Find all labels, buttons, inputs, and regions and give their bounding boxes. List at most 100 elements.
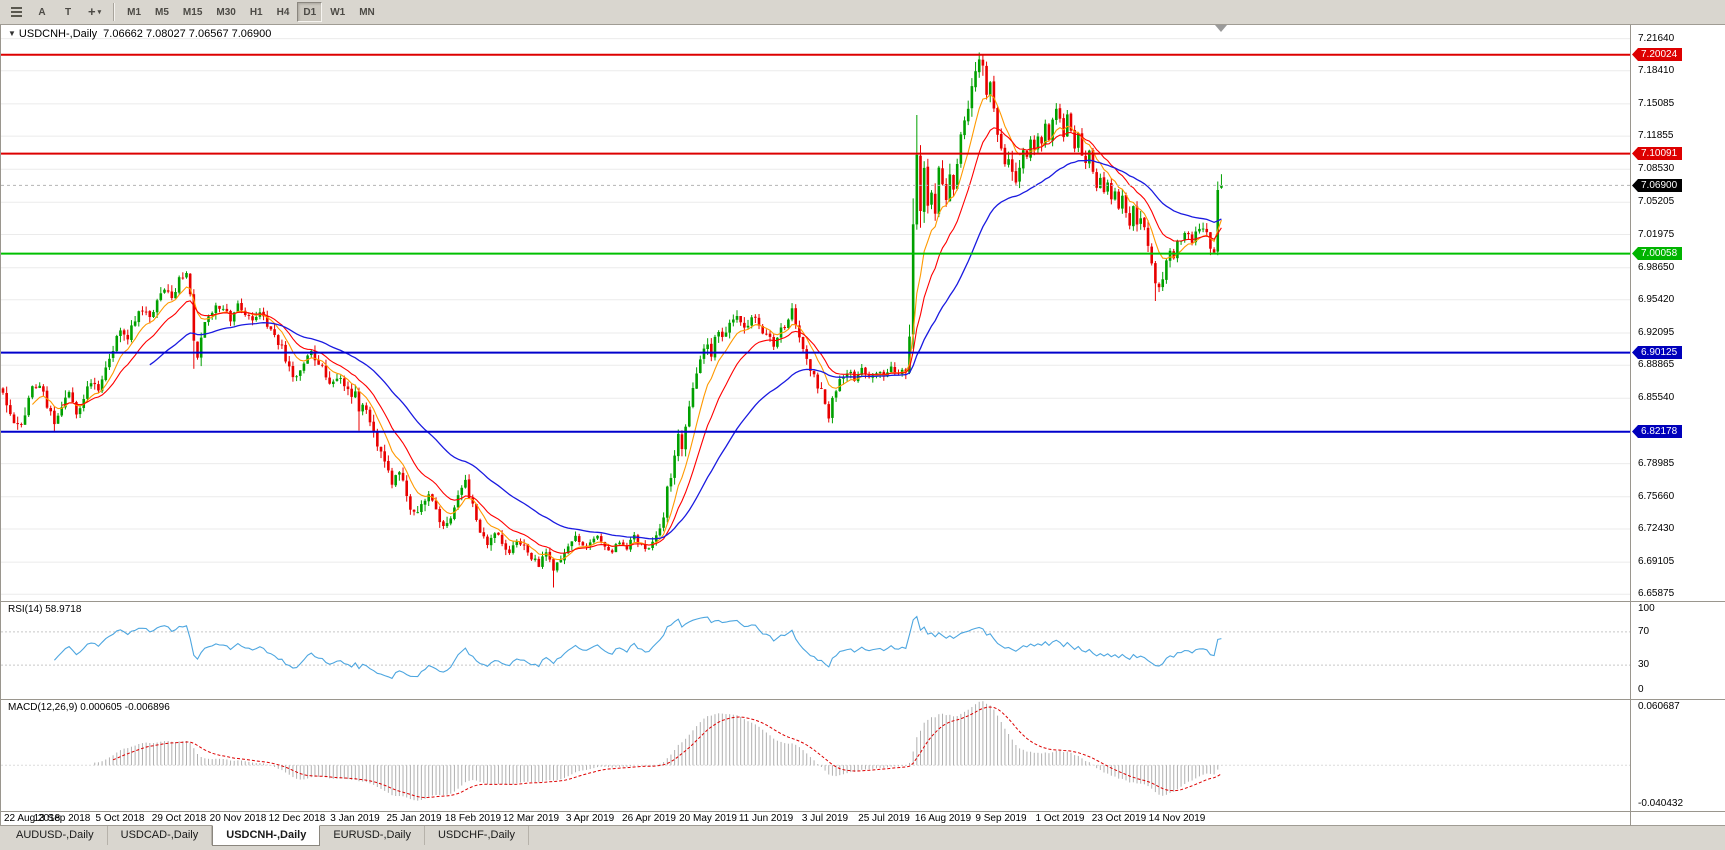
rsi-scale-label: 0 [1638, 684, 1644, 695]
rsi-title: RSI(14) 58.9718 [8, 604, 81, 615]
timeframe-button-m15[interactable]: M15 [177, 2, 208, 22]
price-scale-label: 7.21640 [1638, 33, 1675, 44]
price-scale-label: 6.72430 [1638, 523, 1675, 534]
macd-pane: MACD(12,26,9) 0.000605 -0.006896 0.06068… [1, 700, 1725, 811]
date-label: 3 Jul 2019 [801, 813, 849, 824]
top-toolbar: A T + ▾ M1 M5 M15 M30 H1 H4 D1 W1 MN [0, 0, 1725, 25]
macd-signal-value: -0.006896 [124, 702, 170, 713]
rsi-pane: RSI(14) 58.9718 100 70 30 0 [1, 602, 1725, 699]
timeframe-button-h1[interactable]: H1 [244, 2, 269, 22]
rsi-line [53, 615, 1222, 680]
macd-scale-label: 0.060687 [1638, 701, 1680, 712]
chart-shift-marker [1215, 25, 1227, 32]
rsi-levels [1, 631, 1631, 666]
date-label: 13 Sep 2018 [33, 813, 91, 824]
price-scale-label: 6.85540 [1638, 392, 1675, 403]
chart-tab-usdcad[interactable]: USDCAD-,Daily [108, 826, 213, 845]
date-label: 12 Mar 2019 [502, 813, 560, 824]
price-scale-label: 6.92095 [1638, 327, 1675, 338]
timeframe-button-w1[interactable]: W1 [324, 2, 351, 22]
rsi-indicator-value: 58.9718 [45, 604, 82, 615]
macd-signal-line [112, 706, 1222, 799]
price-scale-label: 6.88865 [1638, 359, 1675, 370]
chart-tab-eurusd[interactable]: EURUSD-,Daily [320, 826, 425, 845]
timeframe-button-h4[interactable]: H4 [271, 2, 296, 22]
rsi-scale-label: 100 [1638, 603, 1655, 614]
pane-separator[interactable] [1, 699, 1725, 700]
macd-plot[interactable] [1, 700, 1631, 811]
arrow-tool-button[interactable]: A [30, 2, 54, 22]
price-scale-label: 7.01975 [1638, 229, 1675, 240]
date-label: 29 Oct 2018 [151, 813, 207, 824]
text-tool-button[interactable]: T [56, 2, 80, 22]
candlestick-chart[interactable] [1, 25, 1631, 601]
chart-title: ▼ USDCNH-,Daily 7.06662 7.08027 7.06567 7.… [8, 28, 271, 40]
date-label: 23 Oct 2019 [1091, 813, 1147, 824]
price-scale-label: 6.98650 [1638, 262, 1675, 273]
date-label: 14 Nov 2019 [1148, 813, 1206, 824]
ohlc-values: 7.06662 7.08027 7.06567 7.06900 [103, 28, 272, 40]
toolbar-separator [113, 3, 116, 21]
price-scale-label: 7.05205 [1638, 196, 1675, 207]
date-label: 16 Aug 2019 [914, 813, 972, 824]
current-price-tag: 7.06900 [1632, 179, 1683, 192]
hline-price-tag[interactable]: 7.20024 [1632, 48, 1683, 61]
price-scale-label: 7.11855 [1638, 130, 1674, 141]
price-pane: ▼ USDCNH-,Daily 7.06662 7.08027 7.06567 7.… [1, 25, 1725, 601]
rsi-scale[interactable]: 100 70 30 0 [1631, 602, 1725, 699]
hline-price-tag[interactable]: 6.90125 [1632, 346, 1683, 359]
cursor-tool-button[interactable]: + ▾ [82, 2, 107, 22]
macd-scale-label: -0.040432 [1638, 798, 1684, 809]
pane-separator [1, 811, 1725, 812]
chart-tab-usdchf[interactable]: USDCHF-,Daily [425, 826, 529, 845]
date-label: 25 Jul 2019 [858, 813, 910, 824]
timeframe-button-m5[interactable]: M5 [149, 2, 175, 22]
price-scale-label: 6.69105 [1638, 556, 1675, 567]
price-scale-label: 7.15085 [1638, 98, 1675, 109]
date-label: 20 Nov 2018 [209, 813, 267, 824]
time-axis[interactable]: 22 Aug 2018 13 Sep 2018 5 Oct 2018 29 Oct 2… [1, 812, 1725, 826]
chart-window: ▼ USDCNH-,Daily 7.06662 7.08027 7.06567 7.… [0, 25, 1725, 826]
scale-divider [1630, 25, 1631, 826]
hline-price-tag[interactable]: 6.82178 [1632, 425, 1683, 438]
date-label: 18 Feb 2019 [444, 813, 502, 824]
price-scale-label: 6.65875 [1638, 588, 1675, 599]
chart-tab-usdcnh[interactable]: USDCNH-,Daily [212, 825, 321, 846]
charts-menu-icon[interactable] [4, 2, 28, 22]
macd-histogram [94, 701, 1222, 801]
hline-price-tag[interactable]: 7.10091 [1632, 147, 1683, 160]
date-label: 3 Jan 2019 [330, 813, 380, 824]
price-scale-label: 7.08530 [1638, 163, 1675, 174]
timeframe-button-mn[interactable]: MN [353, 2, 381, 22]
date-label: 9 Sep 2019 [975, 813, 1027, 824]
rsi-plot[interactable] [1, 602, 1631, 699]
chart-tab-audusd[interactable]: AUDUSD-,Daily [3, 826, 108, 845]
rsi-scale-label: 30 [1638, 659, 1650, 670]
date-label: 5 Oct 2018 [95, 813, 145, 824]
timeframe-button-m1[interactable]: M1 [121, 2, 147, 22]
date-label: 20 May 2019 [679, 813, 737, 824]
crosshair-icon: + [88, 4, 96, 19]
date-label: 3 Apr 2019 [565, 813, 615, 824]
chevron-down-icon: ▾ [97, 9, 102, 16]
hline-price-tag[interactable]: 7.00058 [1632, 247, 1683, 260]
date-label: 22 Aug 2018 [4, 813, 61, 824]
symbol-period-label: USDCNH-,Daily [18, 28, 98, 40]
price-scale-label: 7.18410 [1638, 65, 1675, 76]
date-label: 11 Jun 2019 [738, 813, 794, 824]
timeframe-button-d1[interactable]: D1 [297, 2, 323, 22]
collapse-triangle-icon[interactable]: ▼ [8, 29, 16, 38]
price-scale[interactable]: 7.21640 7.18410 7.15085 7.11855 7.08530 7.052… [1631, 25, 1725, 601]
date-label: 26 Apr 2019 [622, 813, 676, 824]
bars-icon [10, 11, 22, 13]
timeframe-button-m30[interactable]: M30 [210, 2, 241, 22]
price-scale-label: 6.75660 [1638, 491, 1675, 502]
pane-separator[interactable] [1, 601, 1725, 602]
macd-title: MACD(12,26,9) 0.000605 -0.006896 [8, 702, 170, 713]
macd-scale[interactable]: 0.060687 -0.040432 [1631, 700, 1725, 811]
candles [1, 52, 1223, 588]
timeframe-toolbar: M1 M5 M15 M30 H1 H4 D1 W1 MN [120, 2, 382, 22]
rsi-indicator-name: RSI(14) [8, 604, 43, 615]
horizontal-level-lines [1, 53, 1631, 433]
